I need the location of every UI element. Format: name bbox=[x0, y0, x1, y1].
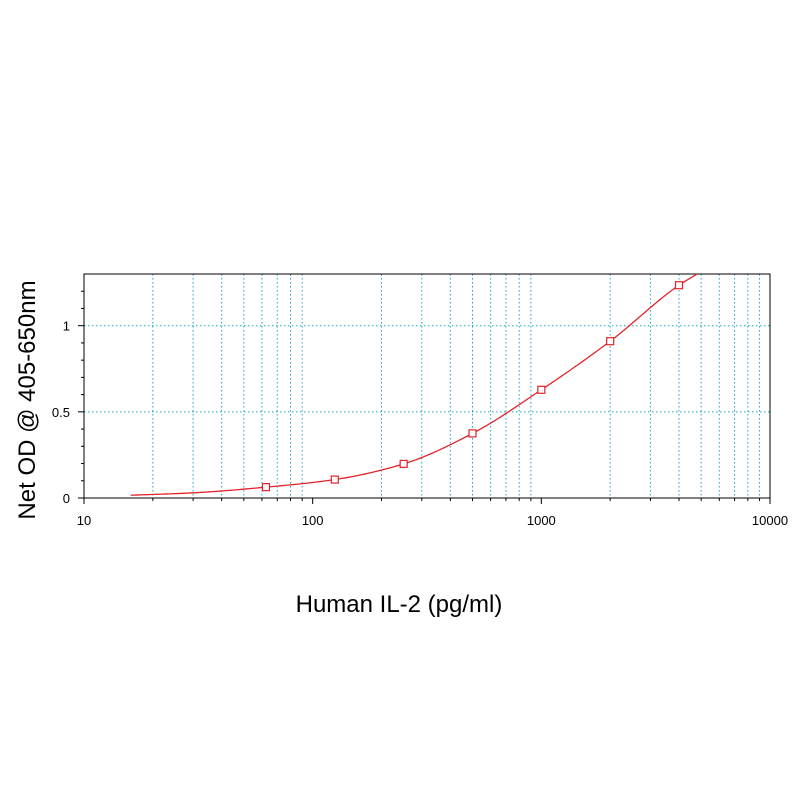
y-tick-label: 1 bbox=[63, 319, 70, 334]
y-axis-title: Net OD @ 405-650nm bbox=[14, 280, 41, 519]
data-point bbox=[261, 483, 271, 492]
data-point bbox=[674, 281, 684, 290]
data-points bbox=[261, 281, 684, 492]
data-point bbox=[330, 475, 339, 484]
grid-lines bbox=[84, 274, 770, 498]
y-tick-label: 0 bbox=[63, 491, 70, 506]
fit-curve bbox=[130, 273, 698, 496]
data-point bbox=[399, 459, 408, 468]
x-axis-title: Human IL-2 (pg/ml) bbox=[296, 591, 503, 618]
data-point bbox=[468, 429, 477, 438]
data-point bbox=[537, 385, 546, 394]
axis-ticks bbox=[78, 290, 771, 504]
y-tick-label: 0.5 bbox=[52, 405, 70, 420]
x-tick-label: 100 bbox=[302, 513, 324, 528]
x-tick-label: 1000 bbox=[527, 513, 556, 528]
data-point bbox=[606, 337, 615, 346]
x-tick-label: 10 bbox=[77, 513, 91, 528]
plot-frame bbox=[83, 273, 771, 499]
tick-labels: 10 100 1000 10000 0 0.5 1 bbox=[52, 319, 788, 528]
x-tick-label: 10000 bbox=[752, 513, 788, 528]
